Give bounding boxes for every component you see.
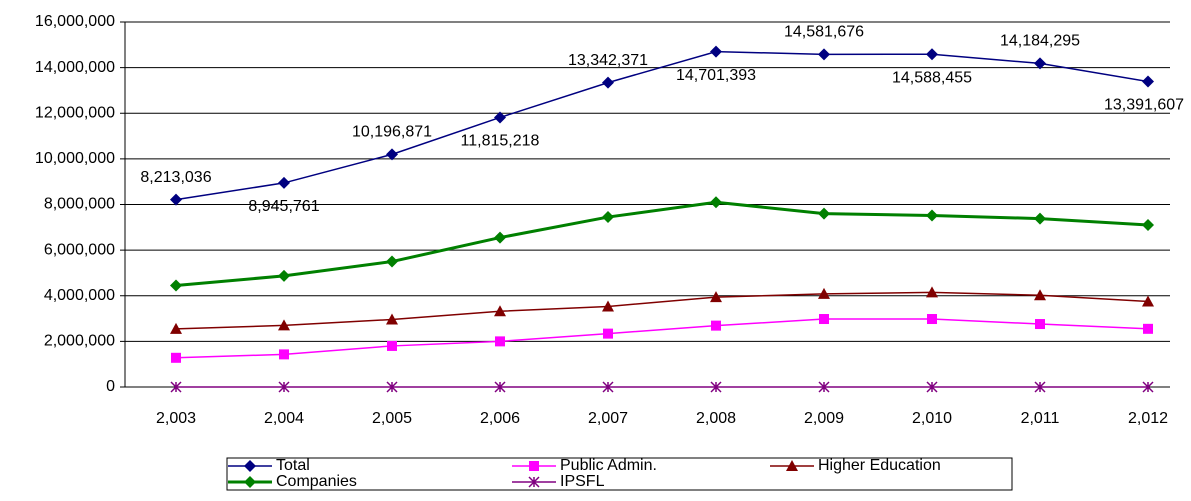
marker [1034,381,1046,393]
marker [386,148,398,161]
marker [1143,323,1153,334]
x-tick-label: 2,010 [912,410,952,427]
marker [1034,57,1046,70]
data-label: 14,588,455 [892,69,972,86]
x-tick-label: 2,009 [804,410,844,427]
x-tick-label: 2,006 [480,410,520,427]
data-label: 11,815,218 [461,133,540,150]
y-tick-label: 0 [106,378,115,395]
marker [386,313,398,325]
series-line [175,291,1149,330]
data-label: 8,945,761 [248,198,319,215]
y-tick-label: 8,000,000 [44,196,115,213]
series-line [175,50,1149,201]
data-label: 13,342,371 [568,52,648,69]
marker [529,461,539,471]
marker [710,381,722,393]
x-tick-label: 2,005 [372,410,412,427]
y-tick-label: 2,000,000 [44,333,115,350]
marker [926,48,938,61]
legend-box [226,457,1013,491]
marker [1142,295,1154,307]
marker [494,111,506,124]
marker [244,460,256,472]
marker [1034,212,1046,225]
x-tick-label: 2,011 [1021,410,1060,427]
x-tick-label: 2,004 [264,410,304,427]
marker [1142,219,1154,232]
marker [818,48,830,61]
marker [818,381,830,393]
marker [386,381,398,393]
legend-label: IPSFL [560,473,605,490]
marker [278,381,290,393]
marker [1034,289,1046,301]
data-label: 14,184,295 [1000,33,1080,50]
marker [818,207,830,220]
marker [528,476,540,488]
marker [602,300,614,312]
marker [244,476,256,488]
legend-label: Higher Education [818,457,941,474]
marker [170,381,182,393]
data-label: 14,701,393 [676,67,756,84]
y-tick-label: 10,000,000 [35,150,115,167]
marker [710,291,722,303]
marker [603,328,613,339]
marker [818,287,830,299]
legend-label: Total [276,457,310,474]
y-tick-label: 14,000,000 [35,59,115,76]
y-tick-label: 6,000,000 [44,241,115,258]
series-line [175,318,1149,359]
marker [387,340,397,351]
marker [494,231,506,244]
marker [494,305,506,317]
marker [171,352,181,363]
marker [1035,319,1045,330]
y-tick-label: 12,000,000 [35,104,115,121]
marker [926,209,938,222]
x-tick-label: 2,008 [696,410,736,427]
series-line [175,200,1149,287]
marker [602,381,614,393]
marker [170,279,182,292]
marker [279,349,289,360]
marker [1142,75,1154,88]
y-tick-label: 16,000,000 [35,13,115,30]
marker [786,460,798,471]
marker [278,176,290,189]
data-label: 10,196,871 [352,124,432,141]
marker [494,381,506,393]
marker [278,319,290,331]
y-tick-label: 4,000,000 [44,287,115,304]
marker [711,320,721,331]
marker [926,286,938,298]
marker [170,322,182,334]
marker [170,193,182,206]
marker [602,76,614,89]
x-tick-label: 2,007 [588,410,628,427]
marker [710,196,722,209]
x-tick-label: 2,003 [156,410,196,427]
marker [495,336,505,347]
marker [926,381,938,393]
legend-label: Public Admin. [560,457,657,474]
data-label: 14,581,676 [784,24,864,41]
marker [927,314,937,325]
legend-label: Companies [276,473,357,490]
marker [1142,381,1154,393]
x-tick-label: 2,012 [1128,410,1168,427]
marker [386,255,398,268]
data-label: 13,391,607 [1104,97,1184,114]
data-label: 8,213,036 [140,169,211,186]
marker [278,269,290,282]
marker [819,314,829,325]
marker [602,211,614,224]
marker [710,45,722,58]
